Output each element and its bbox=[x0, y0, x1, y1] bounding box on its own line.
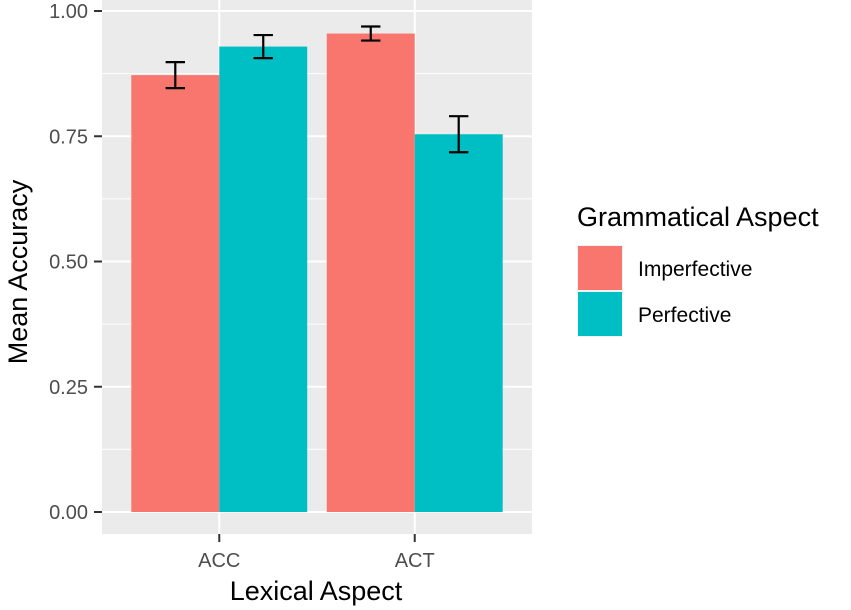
legend-title: Grammatical Aspect bbox=[577, 202, 819, 232]
bar-imperfective-act bbox=[326, 33, 415, 513]
y-tick-label: 0.25 bbox=[49, 377, 88, 399]
y-axis-title: Mean Accuracy bbox=[3, 179, 33, 364]
bar-perfective-act bbox=[414, 134, 503, 512]
error-bar-imperfective-act bbox=[361, 25, 381, 42]
y-tick-label: 0.75 bbox=[49, 126, 88, 148]
error-bar-imperfective-acc bbox=[165, 61, 185, 90]
bars bbox=[131, 33, 503, 513]
x-tick-label: ACT bbox=[395, 550, 435, 572]
y-tick-label: 1.00 bbox=[49, 1, 88, 23]
legend: Grammatical Aspect Imperfective Perfecti… bbox=[577, 202, 819, 337]
bar-perfective-acc bbox=[219, 46, 308, 513]
x-axis: ACC ACT bbox=[198, 534, 435, 572]
legend-swatch-perfective bbox=[578, 292, 622, 336]
legend-swatch-imperfective bbox=[578, 246, 622, 290]
error-bar-perfective-acc bbox=[253, 33, 273, 60]
bar-imperfective-acc bbox=[131, 75, 220, 513]
legend-label-imperfective: Imperfective bbox=[638, 258, 752, 281]
legend-label-perfective: Perfective bbox=[638, 304, 731, 327]
y-axis: 0.00 0.25 0.50 0.75 1.00 bbox=[49, 1, 102, 524]
error-bar-perfective-act bbox=[449, 115, 469, 154]
y-tick-label: 0.00 bbox=[49, 502, 88, 524]
y-tick-label: 0.50 bbox=[49, 252, 88, 274]
error-bars bbox=[165, 25, 469, 154]
x-axis-title: Lexical Aspect bbox=[230, 576, 403, 606]
x-tick-label: ACC bbox=[198, 550, 240, 572]
